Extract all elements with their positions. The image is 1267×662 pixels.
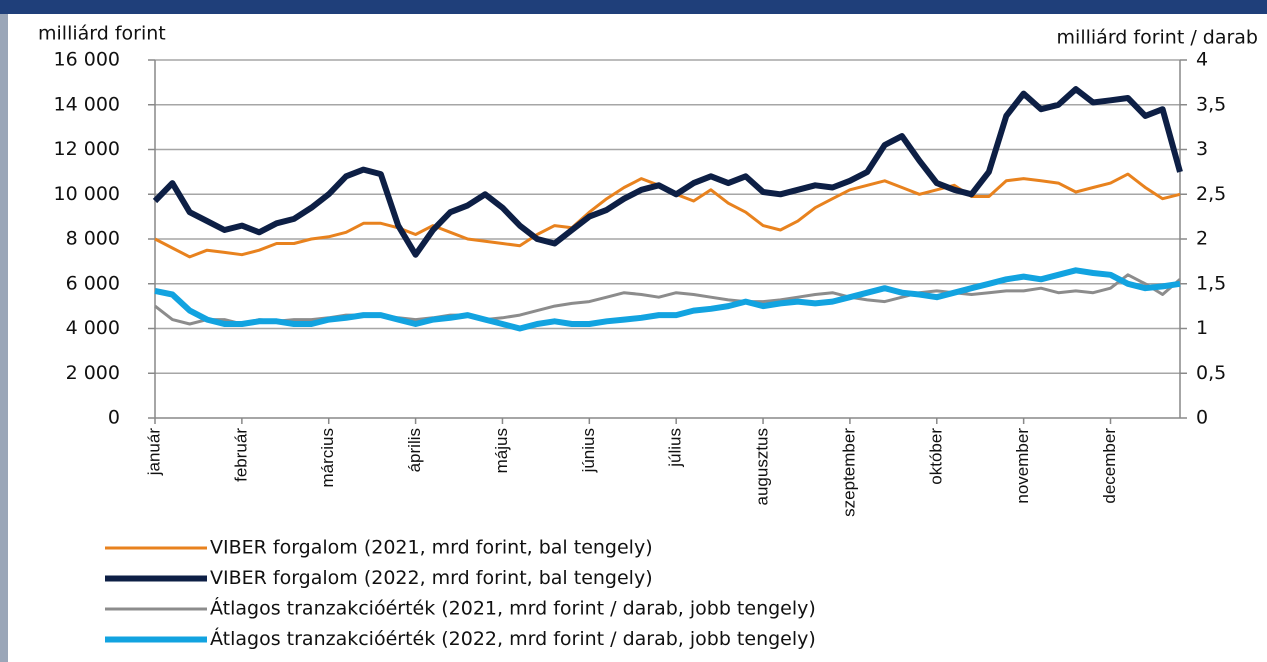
y2-tick-label: 1,5	[1196, 272, 1226, 294]
y-tick-label: 14 000	[54, 93, 120, 115]
legend-label: VIBER forgalom (2021, mrd forint, bal te…	[210, 537, 653, 559]
y2-tick-label: 0,5	[1196, 362, 1226, 384]
y2-tick-label: 2	[1196, 228, 1208, 250]
x-tick-label: november	[1013, 428, 1032, 504]
y-tick-label: 16 000	[54, 49, 120, 71]
x-tick-label: december	[1100, 428, 1119, 504]
top-bar	[0, 0, 1267, 14]
y-tick-label: 6 000	[66, 272, 120, 294]
legend-label: Átlagos tranzakcióérték (2022, mrd forin…	[210, 627, 816, 650]
x-tick-label: április	[405, 428, 424, 472]
x-tick-label: május	[492, 428, 511, 473]
y-tick-label: 8 000	[66, 228, 120, 250]
y2-tick-label: 3,5	[1196, 93, 1226, 115]
x-tick-label: szeptember	[839, 428, 858, 517]
x-tick-label: július	[666, 428, 685, 468]
y-tick-label: 2 000	[66, 362, 120, 384]
line-series	[152, 86, 1183, 258]
y-tick-label: 0	[108, 407, 120, 429]
y2-tick-label: 3	[1196, 138, 1208, 160]
y-tick-label: 4 000	[66, 317, 120, 339]
y-axis-label: milliárd forint	[38, 23, 166, 45]
left-border	[0, 14, 8, 662]
x-tick-label: október	[926, 428, 945, 485]
y-tick-label: 12 000	[54, 138, 120, 160]
line-series	[154, 267, 1181, 332]
x-tick-label: június	[579, 428, 598, 473]
y-tick-label: 10 000	[54, 183, 120, 205]
legend-label: VIBER forgalom (2022, mrd forint, bal te…	[210, 567, 653, 589]
x-tick-label: március	[318, 428, 337, 488]
y2-tick-label: 2,5	[1196, 183, 1226, 205]
y2-axis-label: milliárd forint / darab	[1057, 27, 1258, 49]
y2-tick-label: 0	[1196, 407, 1208, 429]
y2-tick-label: 1	[1196, 317, 1208, 339]
x-tick-label: január	[144, 428, 163, 477]
y2-tick-label: 4	[1196, 49, 1208, 71]
x-tick-label: február	[231, 428, 250, 482]
x-tick-label: augusztus	[753, 428, 772, 506]
legend-label: Átlagos tranzakcióérték (2021, mrd forin…	[210, 597, 816, 620]
